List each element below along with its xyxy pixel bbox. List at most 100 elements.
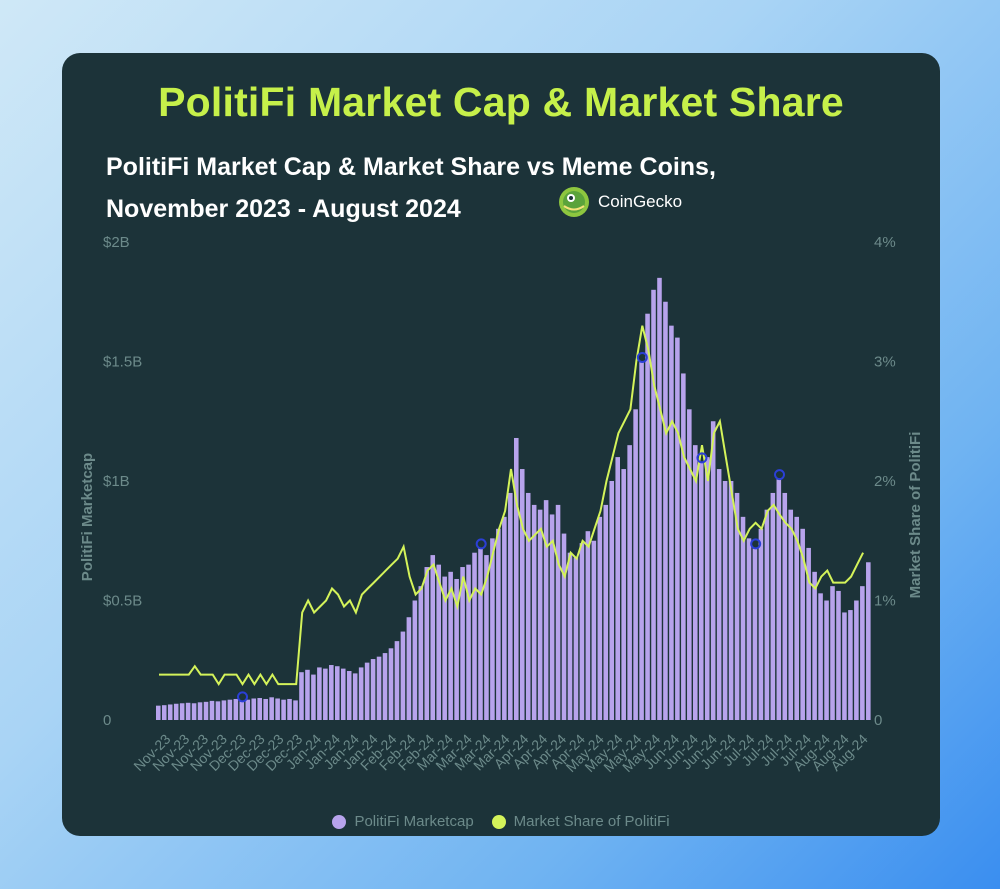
y2-tick-label: 0 bbox=[874, 712, 882, 729]
bar bbox=[251, 698, 257, 720]
bar bbox=[335, 666, 340, 720]
legend-swatch-marketshare bbox=[491, 814, 506, 829]
legend-swatch-marketcap bbox=[332, 814, 347, 829]
bar bbox=[728, 481, 734, 720]
bar bbox=[579, 543, 585, 720]
peak-marker bbox=[750, 538, 762, 550]
peak-marker bbox=[636, 352, 648, 363]
bar bbox=[346, 671, 352, 720]
bar bbox=[161, 705, 167, 720]
market-share-line bbox=[159, 325, 864, 686]
bar bbox=[156, 705, 161, 720]
y-axis-label: PolitiFi Marketcap bbox=[79, 453, 96, 581]
bar bbox=[645, 313, 650, 720]
bar bbox=[782, 492, 788, 720]
bar bbox=[716, 469, 722, 720]
x-axis: Nov-23Nov-23Nov-23Nov-23Dec-23Dec-23Dec-… bbox=[130, 731, 871, 775]
bar bbox=[275, 698, 280, 720]
bar bbox=[323, 668, 328, 720]
bar bbox=[525, 492, 531, 720]
gecko-logo-icon bbox=[559, 187, 589, 217]
bar bbox=[299, 672, 304, 720]
bar bbox=[352, 673, 358, 720]
bar bbox=[621, 469, 626, 720]
bar bbox=[776, 478, 782, 720]
bar bbox=[215, 701, 221, 720]
brand-name: CoinGecko bbox=[598, 192, 683, 211]
bar bbox=[627, 445, 632, 720]
y2-tick-label: 1% bbox=[874, 593, 896, 610]
bar bbox=[508, 492, 513, 720]
bar bbox=[364, 662, 370, 720]
bar bbox=[257, 698, 262, 720]
bar bbox=[651, 289, 656, 720]
bar bbox=[698, 461, 704, 720]
bar bbox=[675, 337, 680, 720]
bar bbox=[764, 509, 770, 720]
y-tick-label: $0.5B bbox=[103, 593, 142, 610]
bar bbox=[806, 547, 811, 720]
bar bbox=[293, 700, 298, 720]
bar bbox=[287, 698, 292, 720]
bar bbox=[722, 481, 728, 720]
subtitle-line-2: November 2023 - August 2024 bbox=[106, 195, 461, 223]
bar bbox=[818, 593, 823, 720]
bar bbox=[758, 528, 764, 720]
legend-label-marketcap: PolitiFi Marketcap bbox=[354, 813, 474, 830]
y-axis-right: 0 1% 2% 3% 4% bbox=[874, 234, 896, 729]
subtitle-line-1: PolitiFi Market Cap & Market Share vs Me… bbox=[106, 153, 716, 181]
bar bbox=[496, 528, 501, 720]
peak-marker bbox=[696, 452, 708, 464]
bar bbox=[221, 700, 227, 720]
bar bbox=[173, 703, 179, 720]
legend-item-marketcap[interactable]: PolitiFi Marketcap bbox=[332, 813, 474, 830]
bar bbox=[203, 701, 209, 720]
bar bbox=[537, 509, 543, 720]
bar bbox=[197, 702, 203, 720]
bar bbox=[746, 538, 752, 720]
bar bbox=[340, 668, 346, 720]
line-series bbox=[159, 325, 864, 686]
y2-tick-label: 3% bbox=[874, 354, 896, 371]
bar bbox=[424, 567, 430, 720]
legend-item-marketshare[interactable]: Market Share of PolitiFi bbox=[491, 813, 670, 830]
bar bbox=[478, 547, 483, 720]
bar bbox=[567, 552, 573, 720]
bar bbox=[514, 437, 519, 720]
bar bbox=[836, 590, 841, 720]
bar bbox=[681, 373, 686, 720]
bar bbox=[812, 571, 817, 720]
chart-card: PolitiFi Market Cap & Market Share Polit… bbox=[62, 53, 940, 836]
bar bbox=[663, 301, 668, 720]
bar bbox=[406, 617, 412, 720]
bar bbox=[263, 698, 268, 720]
bar bbox=[484, 555, 489, 720]
bar bbox=[549, 514, 555, 720]
bar bbox=[460, 567, 465, 720]
bar bbox=[245, 699, 251, 720]
y-tick-label: $1B bbox=[103, 473, 130, 490]
bar bbox=[710, 421, 716, 720]
bar bbox=[329, 665, 334, 720]
bar bbox=[669, 325, 674, 720]
bar bbox=[794, 516, 799, 720]
bar bbox=[502, 516, 507, 720]
chart-legend: PolitiFi Marketcap Market Share of Polit… bbox=[62, 813, 940, 830]
bar bbox=[866, 562, 871, 720]
bar bbox=[227, 699, 233, 720]
bar bbox=[603, 504, 609, 720]
bar bbox=[167, 704, 173, 720]
bar bbox=[770, 492, 776, 720]
bar bbox=[412, 600, 418, 720]
bar bbox=[585, 531, 591, 720]
bar bbox=[442, 576, 447, 720]
bar bbox=[597, 516, 603, 720]
y-tick-label: $2B bbox=[103, 234, 130, 251]
y2-axis-label: Market Share of PolitiFi bbox=[907, 432, 924, 599]
legend-label-marketshare: Market Share of PolitiFi bbox=[513, 813, 670, 830]
bar bbox=[490, 538, 495, 720]
bar bbox=[657, 277, 662, 720]
bar bbox=[854, 600, 859, 720]
bar bbox=[388, 648, 394, 720]
